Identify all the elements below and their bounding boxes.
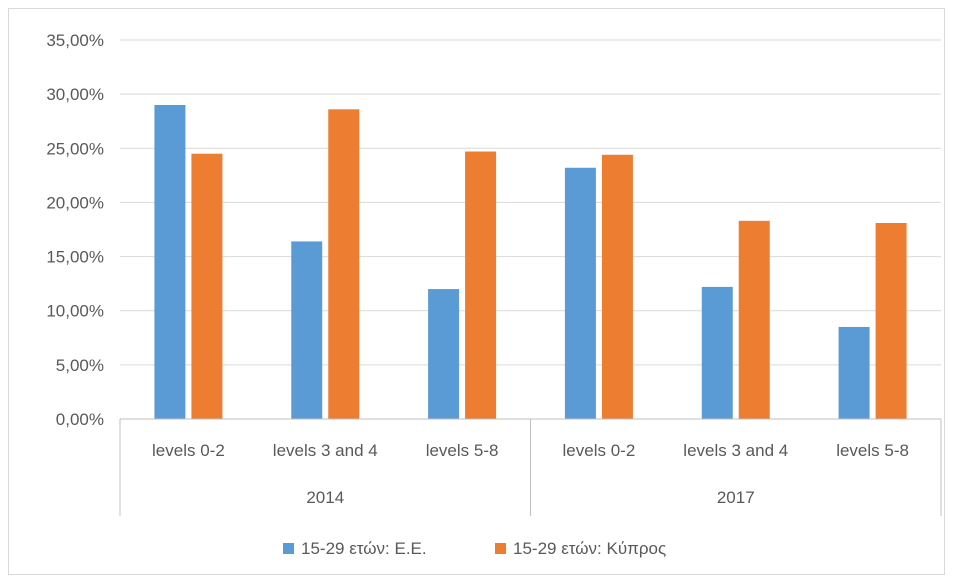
y-tick-label: 25,00%: [46, 139, 104, 158]
bar-eu: [154, 104, 186, 419]
legend-swatch: [495, 543, 506, 554]
y-axis: 0,00% 5,00% 10,00% 15,00% 20,00% 25,00% 30,00%…: [46, 31, 104, 429]
x-category-label: levels 3 and 4: [273, 441, 378, 460]
bar-chart: 0,00% 5,00% 10,00% 15,00% 20,00% 25,00% 30,00%…: [46, 31, 942, 558]
y-tick-label: 5,00%: [56, 356, 104, 375]
bar-cyprus: [738, 220, 770, 419]
legend-label: 15-29 ετών: Κύπρος: [513, 539, 666, 558]
y-tick-label: 30,00%: [46, 85, 104, 104]
legend-label: 15-29 ετών: Ε.Ε.: [301, 539, 427, 558]
x-category-label: levels 0-2: [563, 441, 636, 460]
bar-cyprus: [601, 154, 633, 420]
bars: [154, 104, 907, 420]
bar-cyprus: [465, 151, 497, 419]
bar-eu: [564, 167, 596, 419]
bar-cyprus: [328, 109, 360, 419]
x-category-label: levels 5-8: [836, 441, 909, 460]
bar-eu: [428, 289, 460, 419]
x-group-label: 2014: [306, 488, 344, 507]
y-tick-label: 15,00%: [46, 248, 104, 267]
bar-eu: [701, 286, 733, 419]
x-category-label: levels 3 and 4: [683, 441, 788, 460]
x-axis: levels 0-2 levels 3 and 4 levels 5-8 levels…: [119, 418, 942, 516]
y-tick-label: 10,00%: [46, 302, 104, 321]
bar-cyprus: [191, 153, 223, 419]
y-tick-label: 0,00%: [56, 410, 104, 429]
bar-cyprus: [875, 223, 907, 419]
x-category-label: levels 0-2: [152, 441, 225, 460]
y-tick-label: 35,00%: [46, 31, 104, 50]
bar-eu: [838, 326, 870, 419]
x-category-label: levels 5-8: [426, 441, 499, 460]
y-tick-label: 20,00%: [46, 193, 104, 212]
x-group-label: 2017: [717, 488, 755, 507]
gridlines: [120, 39, 941, 420]
legend: 15-29 ετών: Ε.Ε. 15-29 ετών: Κύπρος: [283, 539, 666, 558]
legend-swatch: [283, 543, 294, 554]
chart-container: 0,00% 5,00% 10,00% 15,00% 20,00% 25,00% 30,00%…: [8, 8, 945, 575]
bar-eu: [291, 241, 323, 419]
